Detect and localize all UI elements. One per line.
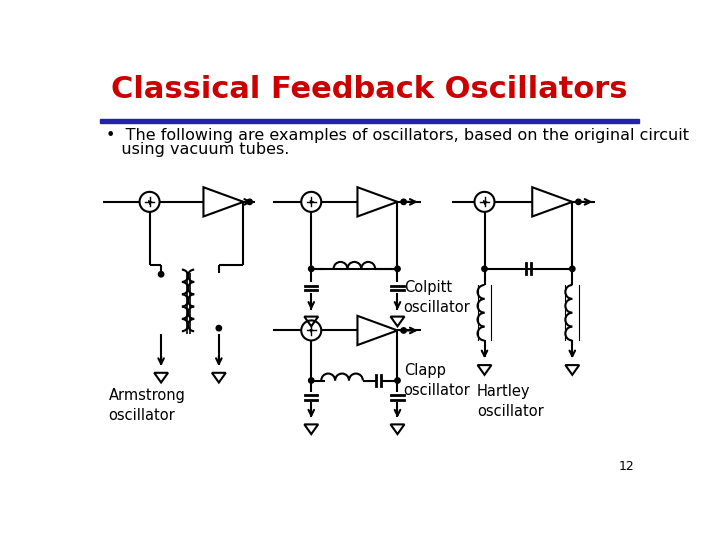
Text: using vacuum tubes.: using vacuum tubes. [106,142,289,157]
Circle shape [395,378,400,383]
Circle shape [570,266,575,272]
Circle shape [401,328,406,333]
Bar [99,119,639,123]
Text: 12: 12 [619,460,634,473]
Text: Clapp
oscillator: Clapp oscillator [404,363,470,398]
Circle shape [401,199,406,205]
Circle shape [247,199,252,205]
Text: Classical Feedback Oscillators: Classical Feedback Oscillators [111,75,627,104]
Text: Armstrong
oscillator: Armstrong oscillator [109,388,186,423]
Circle shape [482,266,487,272]
Circle shape [576,199,581,205]
Circle shape [395,266,400,272]
Text: •  The following are examples of oscillators, based on the original circuit: • The following are examples of oscillat… [106,128,688,143]
Circle shape [216,326,222,331]
Circle shape [158,272,163,277]
Circle shape [309,266,314,272]
Circle shape [309,378,314,383]
Text: Colpitt
oscillator: Colpitt oscillator [404,280,470,315]
Text: Hartley
oscillator: Hartley oscillator [477,384,544,419]
